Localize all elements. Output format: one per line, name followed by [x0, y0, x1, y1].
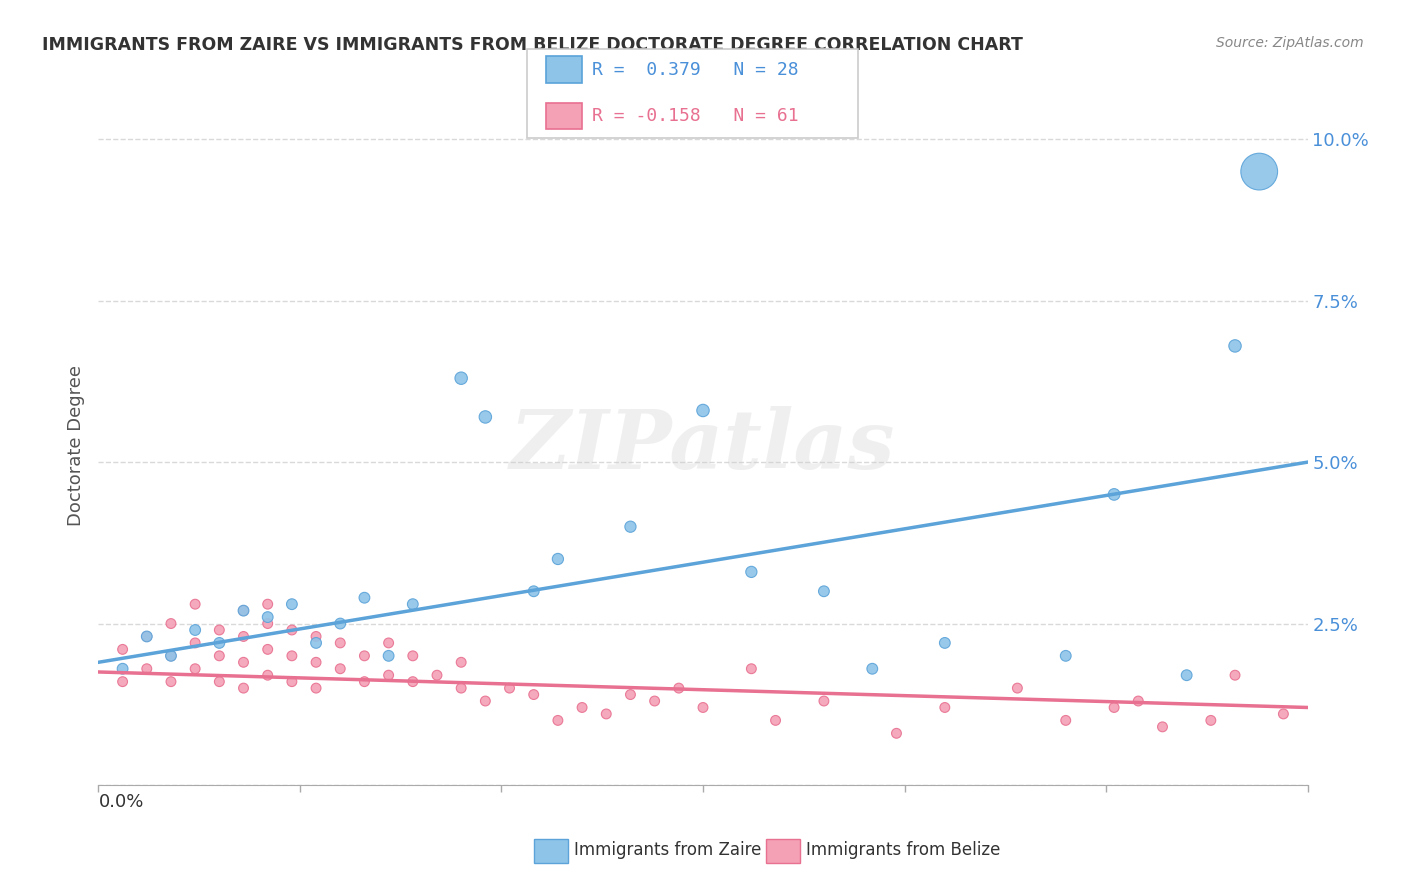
Point — [111, 662, 134, 676]
Point — [1152, 720, 1174, 734]
Text: R =  0.379   N = 28: R = 0.379 N = 28 — [592, 61, 799, 78]
Point — [281, 623, 304, 637]
Point — [740, 662, 762, 676]
Point — [305, 681, 328, 695]
Point — [813, 584, 835, 599]
Point — [377, 668, 399, 682]
Point — [402, 674, 425, 689]
Point — [1128, 694, 1150, 708]
Point — [523, 688, 546, 702]
Point — [498, 681, 520, 695]
Point — [402, 648, 425, 663]
Point — [232, 604, 254, 618]
Point — [1102, 700, 1125, 714]
Point — [232, 681, 254, 695]
Point — [402, 597, 425, 611]
Point — [1249, 164, 1271, 178]
Point — [329, 636, 352, 650]
Point — [353, 648, 375, 663]
Point — [329, 616, 352, 631]
Point — [256, 616, 278, 631]
Point — [377, 648, 399, 663]
Point — [184, 623, 207, 637]
Point — [160, 616, 183, 631]
Point — [1102, 487, 1125, 501]
Point — [547, 714, 569, 728]
Point — [644, 694, 666, 708]
Point — [450, 655, 472, 669]
Point — [450, 371, 472, 385]
Text: IMMIGRANTS FROM ZAIRE VS IMMIGRANTS FROM BELIZE DOCTORATE DEGREE CORRELATION CHA: IMMIGRANTS FROM ZAIRE VS IMMIGRANTS FROM… — [42, 36, 1024, 54]
Point — [111, 642, 134, 657]
Point — [353, 674, 375, 689]
Point — [595, 706, 617, 721]
Point — [208, 623, 231, 637]
Point — [1054, 714, 1077, 728]
Point — [160, 674, 183, 689]
Point — [692, 403, 714, 417]
Point — [1272, 706, 1295, 721]
Point — [232, 655, 254, 669]
Point — [232, 630, 254, 644]
Point — [547, 552, 569, 566]
Point — [184, 662, 207, 676]
Point — [1054, 648, 1077, 663]
Point — [740, 565, 762, 579]
Text: Immigrants from Belize: Immigrants from Belize — [806, 841, 1000, 859]
Point — [1223, 339, 1246, 353]
Point — [305, 630, 328, 644]
Text: 0.0%: 0.0% — [98, 793, 143, 811]
Point — [619, 519, 641, 533]
Point — [886, 726, 908, 740]
Point — [523, 584, 546, 599]
Point — [1175, 668, 1198, 682]
Point — [765, 714, 787, 728]
Point — [1223, 668, 1246, 682]
Point — [450, 681, 472, 695]
Point — [1199, 714, 1222, 728]
Point — [474, 694, 496, 708]
Point — [329, 662, 352, 676]
Point — [692, 700, 714, 714]
Point — [934, 700, 956, 714]
Point — [281, 597, 304, 611]
Point — [353, 591, 375, 605]
Point — [619, 688, 641, 702]
Point — [208, 674, 231, 689]
Point — [208, 648, 231, 663]
Point — [474, 409, 496, 424]
Point — [426, 668, 449, 682]
Point — [184, 597, 207, 611]
Text: Source: ZipAtlas.com: Source: ZipAtlas.com — [1216, 36, 1364, 50]
Point — [232, 604, 254, 618]
Point — [813, 694, 835, 708]
Point — [160, 648, 183, 663]
Point — [256, 642, 278, 657]
Point — [305, 655, 328, 669]
Point — [377, 636, 399, 650]
Text: Immigrants from Zaire: Immigrants from Zaire — [574, 841, 761, 859]
Point — [256, 610, 278, 624]
Point — [208, 636, 231, 650]
Point — [135, 630, 157, 644]
Point — [281, 648, 304, 663]
Point — [571, 700, 593, 714]
Text: R = -0.158   N = 61: R = -0.158 N = 61 — [592, 107, 799, 125]
Point — [160, 648, 183, 663]
Point — [256, 597, 278, 611]
Point — [860, 662, 883, 676]
Point — [135, 662, 157, 676]
Point — [305, 636, 328, 650]
Point — [256, 668, 278, 682]
Text: ZIPatlas: ZIPatlas — [510, 406, 896, 486]
Point — [1007, 681, 1029, 695]
Point — [668, 681, 690, 695]
Point — [281, 674, 304, 689]
Point — [135, 630, 157, 644]
Point — [184, 636, 207, 650]
Y-axis label: Doctorate Degree: Doctorate Degree — [66, 366, 84, 526]
Point — [111, 674, 134, 689]
Point — [934, 636, 956, 650]
